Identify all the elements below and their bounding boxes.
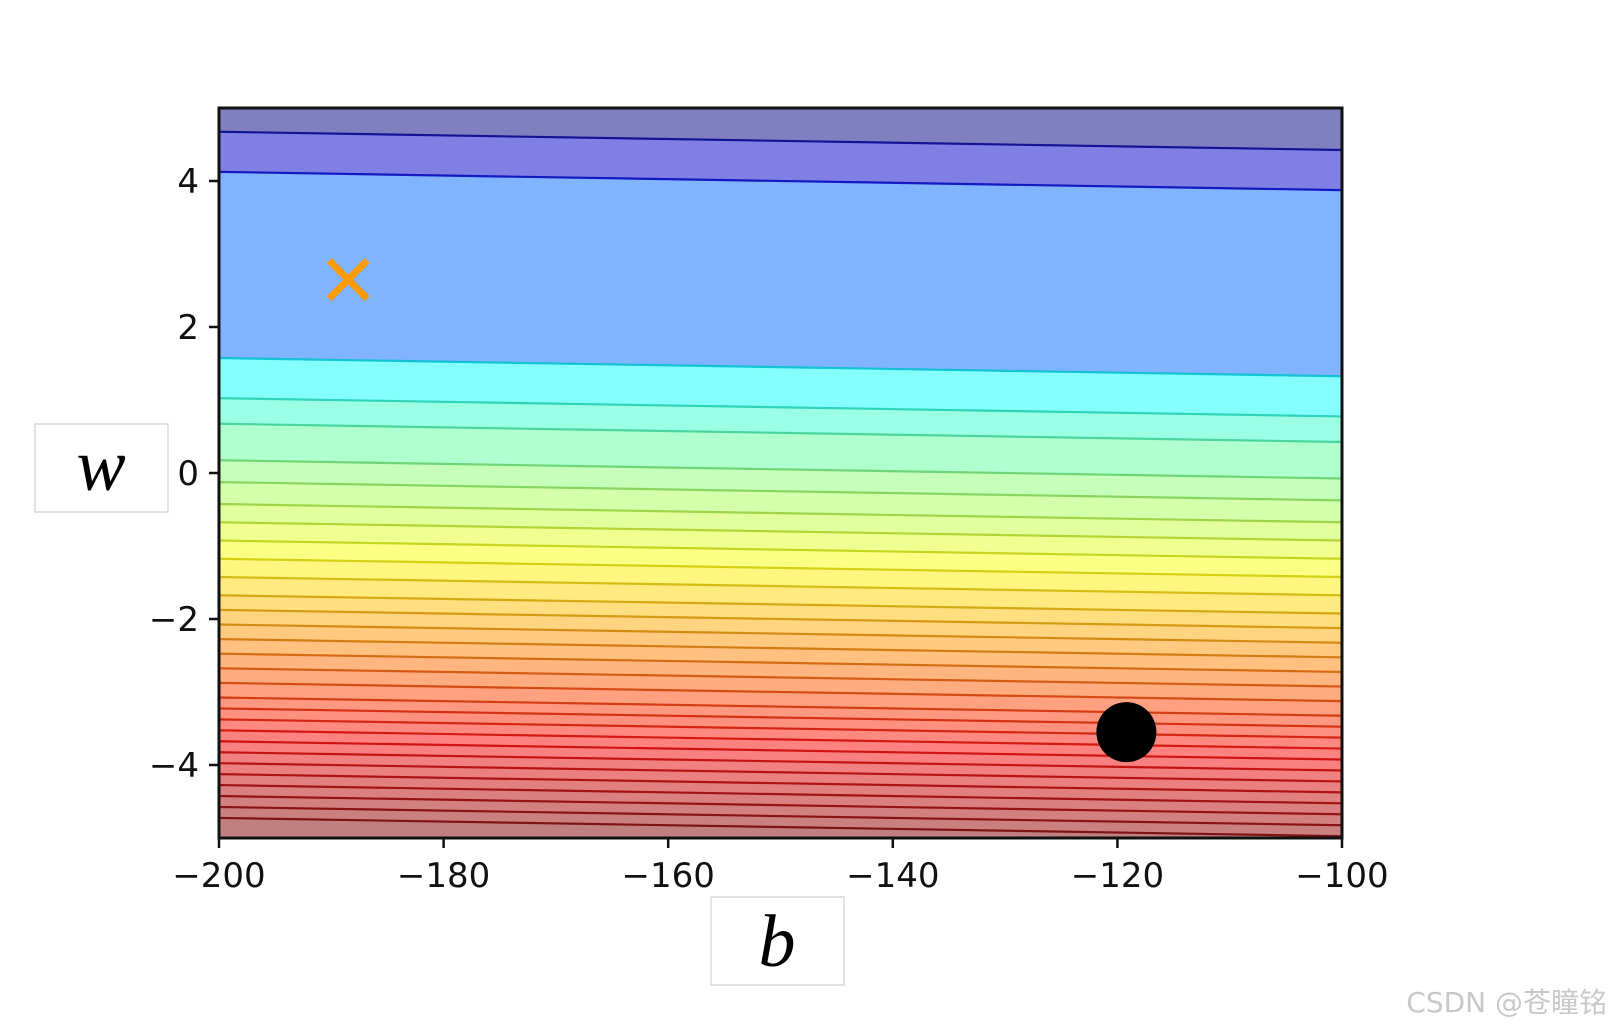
contour-fill: [219, 108, 1342, 838]
markers: [326, 258, 1157, 763]
contour-line: [219, 539, 1342, 560]
x-axis-label: b: [759, 901, 796, 983]
contour-line: [219, 459, 1342, 480]
x-tick-label: −200: [172, 856, 265, 896]
x-tick-label: −180: [397, 856, 490, 896]
contour-lines: [219, 130, 1342, 838]
current-point-marker: [1096, 702, 1157, 763]
contour-line: [219, 740, 1342, 761]
contour-line: [219, 637, 1342, 659]
contour-line: [219, 594, 1342, 615]
x-tick-label: −140: [846, 856, 939, 896]
contour-line: [219, 170, 1342, 192]
contour-line: [219, 762, 1342, 783]
contour-line: [219, 667, 1342, 688]
y-axis-label: w: [76, 425, 125, 507]
contour-line: [219, 130, 1342, 152]
y-tick-label: 0: [177, 454, 199, 494]
contour-line: [219, 557, 1342, 579]
x-tick-label: −100: [1295, 856, 1388, 896]
contour-line: [219, 751, 1342, 772]
contour-line: [219, 816, 1342, 838]
y-tick-label: −4: [149, 746, 199, 786]
contour-line: [219, 397, 1342, 418]
contour-line: [219, 696, 1342, 717]
contour-line: [219, 608, 1342, 630]
watermark: CSDN @苍瞳铭: [1406, 986, 1607, 1019]
contour-line: [219, 652, 1342, 674]
y-tick-label: 4: [177, 162, 199, 202]
minimum-x-marker: [326, 258, 370, 302]
contour-line: [219, 422, 1342, 444]
x-tick-label: −120: [1071, 856, 1164, 896]
contour-line: [219, 794, 1342, 816]
contour-line: [219, 783, 1342, 805]
contour-line: [219, 481, 1342, 502]
y-axis: −4 −2 0 2 4: [149, 162, 219, 786]
y-tick-label: 2: [177, 308, 199, 348]
contour-line: [219, 773, 1342, 794]
contour-line: [219, 718, 1342, 739]
contour-line: [219, 729, 1342, 750]
contour-line: [219, 707, 1342, 728]
contour-line: [219, 623, 1342, 644]
xlabel-box: [710, 896, 845, 986]
contour-line: [219, 575, 1342, 597]
contour-line: [219, 805, 1342, 827]
ylabel-box: [34, 423, 169, 513]
contour-line: [219, 521, 1342, 542]
contour-band: [219, 108, 1342, 151]
y-tick-label: −2: [149, 600, 199, 640]
contour-line: [219, 356, 1342, 378]
contour-line: [219, 681, 1342, 703]
x-axis: −200 −180 −160 −140 −120 −100: [172, 838, 1389, 896]
contour-line: [219, 502, 1342, 524]
contour-band: [219, 171, 1342, 377]
x-tick-label: −160: [622, 856, 715, 896]
